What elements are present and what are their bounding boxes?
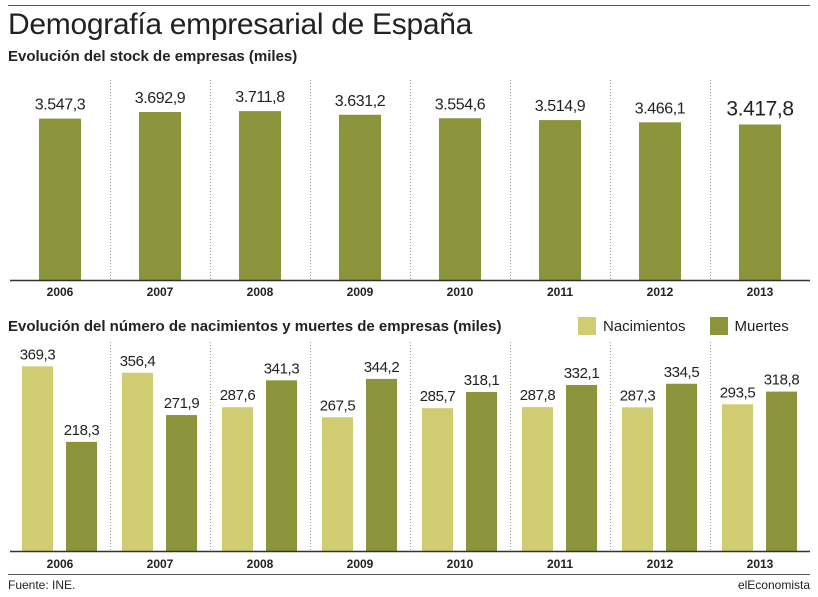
stock-year-label: 2013 — [747, 285, 774, 299]
birth-bar-2007 — [122, 372, 153, 551]
births-deaths-year-label: 2013 — [747, 557, 774, 571]
births-deaths-chart-title: Evolución del número de nacimientos y mu… — [8, 318, 502, 335]
death-value-label: 318,1 — [464, 372, 500, 389]
brand-credit: elEconomista — [737, 578, 810, 592]
legend: Nacimientos Muertes — [578, 316, 789, 336]
births-deaths-year-label: 2007 — [147, 557, 174, 571]
legend-label-muertes: Muertes — [734, 317, 789, 335]
birth-value-label: 369,3 — [20, 346, 56, 363]
death-bar-2009 — [366, 378, 397, 551]
death-bar-2012 — [666, 383, 697, 551]
death-value-label: 344,2 — [364, 359, 400, 376]
stock-value-label: 3.631,2 — [335, 93, 386, 110]
birth-value-label: 356,4 — [120, 353, 156, 370]
stock-value-label: 3.466,1 — [635, 100, 686, 117]
birth-bar-2010 — [422, 408, 453, 551]
stock-value-label: 3.514,9 — [535, 98, 586, 115]
stock-value-label: 3.547,3 — [35, 97, 86, 114]
footer-rule — [8, 574, 810, 575]
stock-year-label: 2006 — [47, 285, 74, 299]
source-note: Fuente: INE. — [8, 578, 76, 592]
death-value-label: 218,3 — [64, 422, 100, 439]
stock-chart-title: Evolución del stock de empresas (miles) — [8, 48, 298, 65]
legend-swatch-muertes — [709, 317, 728, 335]
stock-year-label: 2008 — [247, 285, 274, 299]
stock-value-label: 3.711,8 — [235, 89, 285, 106]
stock-bar-2008 — [239, 111, 281, 280]
death-bar-2011 — [566, 384, 597, 551]
birth-bar-2013 — [722, 404, 753, 551]
stock-bar-2012 — [639, 122, 681, 280]
births-deaths-year-label: 2012 — [647, 557, 674, 571]
stock-bar-2010 — [439, 118, 481, 280]
death-bar-2010 — [466, 391, 497, 551]
birth-value-label: 287,8 — [520, 387, 556, 404]
stock-bar-2011 — [539, 120, 581, 280]
birth-value-label: 267,5 — [320, 397, 356, 414]
stock-bar-2013 — [739, 124, 781, 280]
death-value-label: 318,8 — [764, 372, 800, 389]
births-deaths-year-label: 2010 — [447, 557, 474, 571]
stock-year-label: 2007 — [147, 285, 174, 299]
stock-value-label: 3.692,9 — [135, 90, 186, 107]
page-title: Demografía empresarial de España — [8, 8, 472, 41]
births-deaths-year-label: 2011 — [547, 557, 573, 571]
death-value-label: 341,3 — [264, 360, 300, 377]
death-bar-2013 — [766, 391, 797, 551]
birth-value-label: 293,5 — [720, 384, 756, 401]
birth-bar-2006 — [22, 366, 53, 551]
stock-value-label: 3.554,6 — [435, 96, 486, 113]
births-deaths-year-label: 2008 — [247, 557, 274, 571]
birth-bar-2012 — [622, 407, 653, 551]
births-deaths-year-label: 2009 — [347, 557, 374, 571]
stock-bar-2006 — [39, 118, 81, 281]
birth-bar-2008 — [222, 407, 253, 551]
death-bar-2006 — [66, 441, 97, 551]
legend-label-nacimientos: Nacimientos — [603, 317, 686, 335]
death-bar-2008 — [266, 380, 297, 551]
legend-swatch-nacimientos — [578, 317, 596, 335]
stock-year-label: 2011 — [547, 285, 573, 299]
birth-value-label: 287,6 — [220, 387, 256, 404]
top-rule — [8, 5, 810, 6]
births-deaths-year-label: 2006 — [47, 557, 74, 571]
birth-bar-2011 — [522, 407, 553, 551]
stock-year-label: 2010 — [447, 285, 474, 299]
death-value-label: 334,5 — [664, 364, 700, 381]
stock-bar-2009 — [339, 114, 381, 281]
stock-value-label: 3.417,8 — [726, 97, 793, 120]
stock-bar-2007 — [139, 111, 181, 280]
birth-value-label: 285,7 — [420, 388, 456, 405]
stock-year-label: 2012 — [647, 285, 674, 299]
birth-value-label: 287,3 — [620, 387, 656, 404]
stock-year-label: 2009 — [347, 285, 374, 299]
death-value-label: 271,9 — [164, 395, 200, 412]
death-bar-2007 — [166, 415, 197, 551]
birth-bar-2009 — [322, 417, 353, 551]
death-value-label: 332,1 — [564, 365, 600, 382]
